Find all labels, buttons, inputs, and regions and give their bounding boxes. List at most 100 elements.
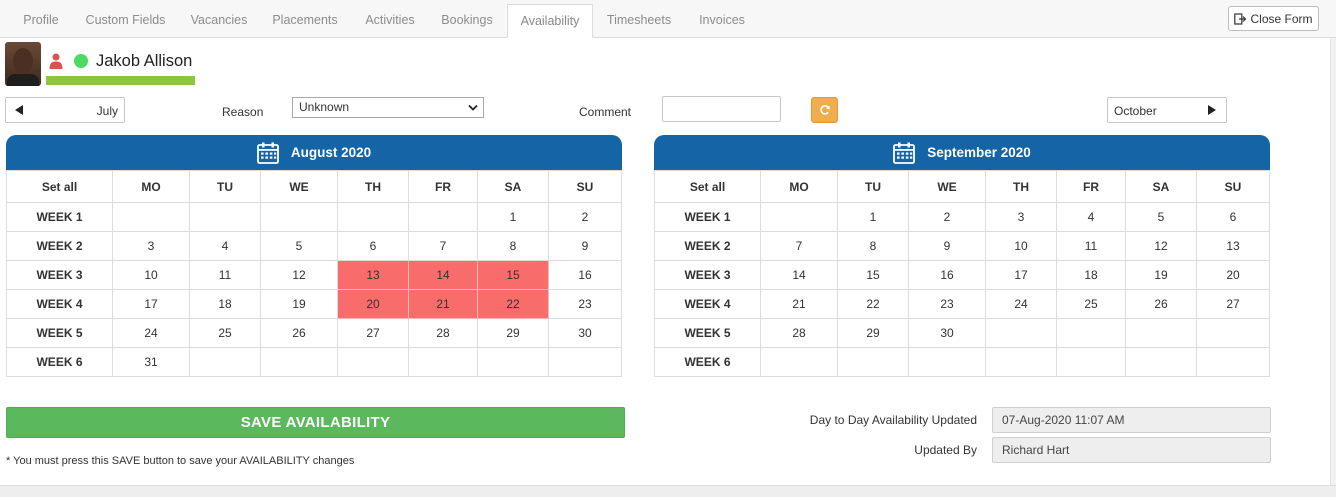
day-cell[interactable]: 9 (908, 231, 986, 261)
day-cell[interactable]: 12 (1125, 231, 1197, 261)
day-cell[interactable]: 15 (837, 260, 909, 290)
day-header-mo[interactable]: MO (760, 170, 838, 203)
week-label[interactable]: WEEK 5 (654, 318, 761, 348)
day-cell[interactable]: 20 (337, 289, 409, 319)
day-cell[interactable]: 1 (477, 202, 549, 232)
week-label[interactable]: WEEK 3 (654, 260, 761, 290)
day-cell[interactable]: 4 (189, 231, 261, 261)
day-cell[interactable]: 31 (112, 347, 190, 377)
week-label[interactable]: WEEK 2 (654, 231, 761, 261)
day-cell[interactable]: 10 (985, 231, 1057, 261)
day-cell[interactable]: 15 (477, 260, 549, 290)
refresh-button[interactable] (811, 97, 838, 123)
scrollbar[interactable] (1330, 38, 1336, 487)
day-header-su[interactable]: SU (548, 170, 622, 203)
day-cell[interactable]: 26 (260, 318, 338, 348)
day-header-th[interactable]: TH (337, 170, 409, 203)
comment-input[interactable] (662, 96, 781, 122)
day-cell[interactable]: 4 (1056, 202, 1126, 232)
close-form-button[interactable]: Close Form (1228, 6, 1319, 31)
day-cell[interactable]: 21 (408, 289, 478, 319)
day-cell[interactable]: 27 (1196, 289, 1270, 319)
next-month-button[interactable]: October (1107, 97, 1227, 123)
day-cell[interactable]: 7 (408, 231, 478, 261)
week-label[interactable]: WEEK 1 (654, 202, 761, 232)
day-cell[interactable]: 29 (477, 318, 549, 348)
day-cell[interactable]: 27 (337, 318, 409, 348)
day-cell[interactable]: 13 (337, 260, 409, 290)
day-header-fr[interactable]: FR (1056, 170, 1126, 203)
day-cell[interactable]: 6 (1196, 202, 1270, 232)
day-header-sa[interactable]: SA (1125, 170, 1197, 203)
day-cell[interactable]: 22 (837, 289, 909, 319)
day-header-su[interactable]: SU (1196, 170, 1270, 203)
day-cell[interactable]: 26 (1125, 289, 1197, 319)
day-header-mo[interactable]: MO (112, 170, 190, 203)
day-cell[interactable]: 25 (1056, 289, 1126, 319)
day-cell[interactable]: 30 (908, 318, 986, 348)
day-cell[interactable]: 5 (1125, 202, 1197, 232)
day-cell[interactable]: 24 (112, 318, 190, 348)
day-cell[interactable]: 28 (408, 318, 478, 348)
reason-select[interactable]: Unknown (292, 97, 484, 118)
day-cell[interactable]: 17 (985, 260, 1057, 290)
day-cell[interactable]: 14 (408, 260, 478, 290)
day-cell[interactable]: 19 (260, 289, 338, 319)
day-cell[interactable]: 12 (260, 260, 338, 290)
day-cell[interactable]: 20 (1196, 260, 1270, 290)
tab-timesheets[interactable]: Timesheets (606, 13, 672, 27)
day-cell[interactable]: 28 (760, 318, 838, 348)
tab-profile[interactable]: Profile (23, 13, 59, 27)
set-all-button[interactable]: Set all (6, 170, 113, 203)
day-cell[interactable]: 18 (189, 289, 261, 319)
set-all-button[interactable]: Set all (654, 170, 761, 203)
day-cell[interactable]: 2 (548, 202, 622, 232)
week-label[interactable]: WEEK 4 (654, 289, 761, 319)
week-label[interactable]: WEEK 3 (6, 260, 113, 290)
day-header-sa[interactable]: SA (477, 170, 549, 203)
tab-custom-fields[interactable]: Custom Fields (85, 13, 166, 27)
day-cell[interactable]: 8 (837, 231, 909, 261)
day-header-tu[interactable]: TU (189, 170, 261, 203)
day-cell[interactable]: 5 (260, 231, 338, 261)
day-cell[interactable]: 6 (337, 231, 409, 261)
day-cell[interactable]: 16 (908, 260, 986, 290)
day-cell[interactable]: 30 (548, 318, 622, 348)
day-cell[interactable]: 11 (189, 260, 261, 290)
day-header-th[interactable]: TH (985, 170, 1057, 203)
day-cell[interactable]: 2 (908, 202, 986, 232)
day-cell[interactable]: 29 (837, 318, 909, 348)
day-cell[interactable]: 10 (112, 260, 190, 290)
day-cell[interactable]: 3 (112, 231, 190, 261)
week-label[interactable]: WEEK 1 (6, 202, 113, 232)
day-cell[interactable]: 24 (985, 289, 1057, 319)
day-header-fr[interactable]: FR (408, 170, 478, 203)
tab-invoices[interactable]: Invoices (699, 13, 745, 27)
day-cell[interactable]: 23 (908, 289, 986, 319)
tab-bookings[interactable]: Bookings (441, 13, 493, 27)
day-header-we[interactable]: WE (908, 170, 986, 203)
tab-activities[interactable]: Activities (365, 13, 415, 27)
day-cell[interactable]: 19 (1125, 260, 1197, 290)
day-cell[interactable]: 3 (985, 202, 1057, 232)
week-label[interactable]: WEEK 6 (654, 347, 761, 377)
week-label[interactable]: WEEK 6 (6, 347, 113, 377)
day-cell[interactable]: 16 (548, 260, 622, 290)
day-cell[interactable]: 13 (1196, 231, 1270, 261)
day-header-tu[interactable]: TU (837, 170, 909, 203)
day-header-we[interactable]: WE (260, 170, 338, 203)
day-cell[interactable]: 1 (837, 202, 909, 232)
save-availability-button[interactable]: SAVE AVAILABILITY (6, 407, 625, 438)
day-cell[interactable]: 21 (760, 289, 838, 319)
day-cell[interactable]: 11 (1056, 231, 1126, 261)
day-cell[interactable]: 23 (548, 289, 622, 319)
day-cell[interactable]: 22 (477, 289, 549, 319)
tab-availability[interactable]: Availability (507, 4, 593, 38)
tab-placements[interactable]: Placements (272, 13, 338, 27)
day-cell[interactable]: 7 (760, 231, 838, 261)
day-cell[interactable]: 25 (189, 318, 261, 348)
tab-vacancies[interactable]: Vacancies (190, 13, 248, 27)
day-cell[interactable]: 18 (1056, 260, 1126, 290)
day-cell[interactable]: 14 (760, 260, 838, 290)
prev-month-button[interactable]: July (5, 97, 125, 123)
